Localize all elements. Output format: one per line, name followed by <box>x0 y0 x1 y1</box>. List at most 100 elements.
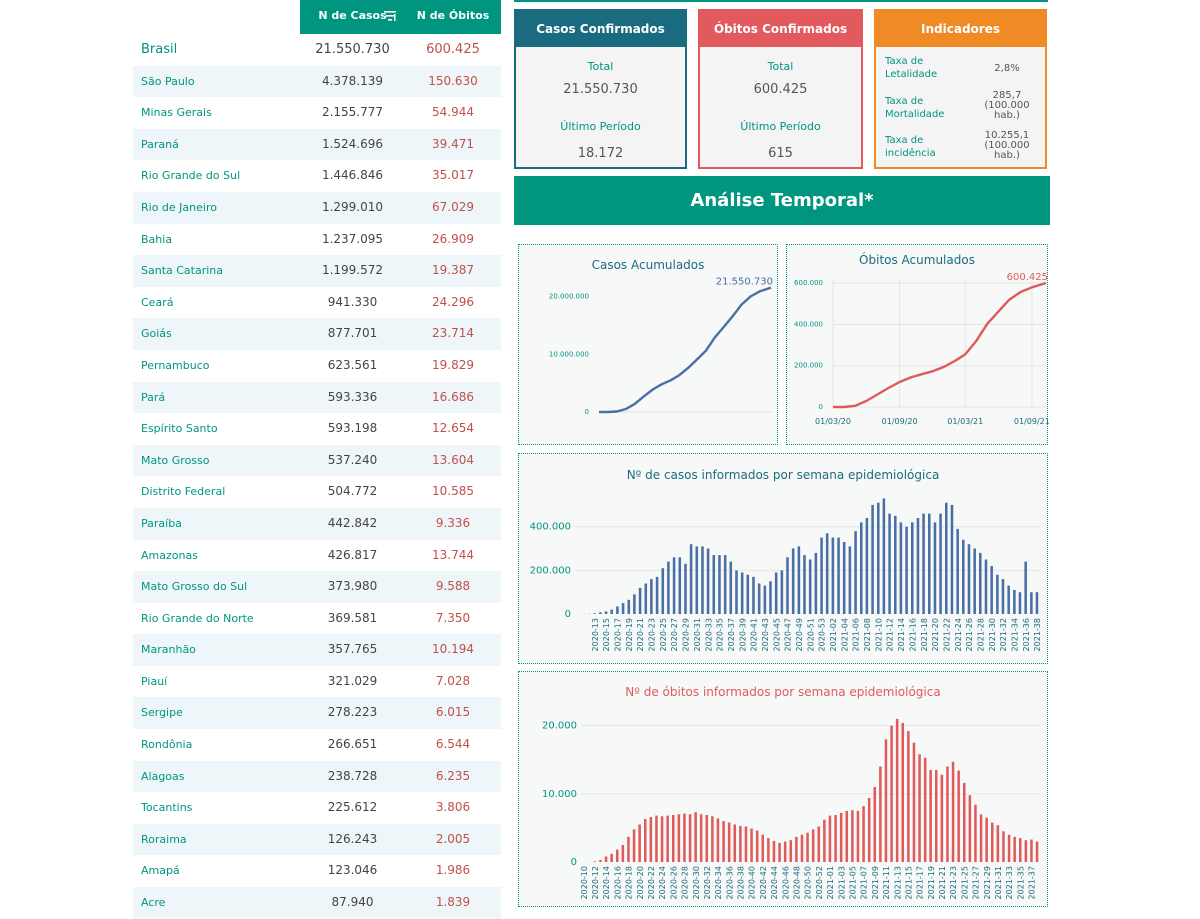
bar <box>756 831 759 862</box>
x-tick-label: 2021-03 <box>837 866 846 899</box>
bar <box>834 815 837 862</box>
col-header-deaths[interactable]: N de Óbitos <box>405 0 501 34</box>
bar <box>724 555 727 614</box>
indicator-mortality-value: 285,7 (100.000 hab.) <box>971 91 1043 121</box>
state-cases: 238.728 <box>300 761 405 792</box>
x-tick-label: 2020-38 <box>737 866 746 899</box>
indicators-card-title: Indicadores <box>876 11 1045 47</box>
state-deaths: 10.585 <box>405 476 501 507</box>
x-tick-label: 2020-31 <box>693 618 702 651</box>
bar <box>628 600 631 614</box>
x-tick-label: 2021-11 <box>882 866 891 899</box>
x-tick-label: 2020-37 <box>727 618 736 651</box>
bar <box>969 795 972 862</box>
bar <box>798 546 801 614</box>
bar <box>857 811 860 862</box>
bar <box>633 829 636 862</box>
bar <box>928 514 931 614</box>
state-name: Maranhão <box>141 634 196 665</box>
bar <box>888 514 891 614</box>
x-tick-label: 2020-30 <box>692 866 701 899</box>
x-tick-label: 01/03/20 <box>815 417 851 426</box>
y-tick-label: 0 <box>585 408 589 416</box>
state-deaths: 13.604 <box>405 445 501 476</box>
state-deaths: 67.029 <box>405 192 501 223</box>
deaths-period-label: Último Período <box>700 120 861 133</box>
x-tick-label: 2020-53 <box>818 618 827 651</box>
bar <box>701 546 704 614</box>
bar <box>622 603 625 614</box>
bar <box>860 522 863 614</box>
bar <box>593 613 596 614</box>
bar <box>918 754 921 862</box>
cases-total-label: Total <box>516 60 685 73</box>
bar <box>599 860 602 862</box>
bar <box>773 841 776 862</box>
bar <box>883 498 886 614</box>
bar <box>924 758 927 862</box>
bar <box>1013 837 1016 862</box>
state-name: Goiás <box>141 318 172 349</box>
state-cases: 1.199.572 <box>300 255 405 286</box>
bar <box>730 562 733 614</box>
x-tick-label: 2021-26 <box>965 618 974 651</box>
x-tick-label: 2020-51 <box>806 618 815 651</box>
deaths-total-label: Total <box>700 60 861 73</box>
x-tick-label: 2020-10 <box>580 866 589 899</box>
state-cases: 4.378.139 <box>300 66 405 97</box>
state-deaths: 13.744 <box>405 540 501 571</box>
state-deaths: 7.350 <box>405 603 501 634</box>
bar <box>1030 840 1033 863</box>
bar <box>929 770 932 862</box>
state-cases: 593.198 <box>300 413 405 444</box>
x-tick-label: 2021-12 <box>886 618 895 651</box>
state-cases: 1.446.846 <box>300 160 405 191</box>
bar <box>941 775 944 862</box>
y-tick-label: 400.000 <box>794 320 823 328</box>
state-name: Rio Grande do Sul <box>141 160 240 191</box>
x-tick-label: 2020-19 <box>625 618 634 651</box>
x-tick-label: 2020-44 <box>770 866 779 899</box>
state-cases: 123.046 <box>300 855 405 886</box>
x-tick-label: 2020-40 <box>748 866 757 899</box>
bar <box>594 861 597 862</box>
x-tick-label: 2021-19 <box>927 866 936 899</box>
bar <box>890 726 893 862</box>
sort-icon[interactable] <box>383 9 397 23</box>
end-value-label: 21.550.730 <box>716 277 773 288</box>
x-tick-label: 2021-10 <box>874 618 883 651</box>
x-tick-label: 2021-20 <box>931 618 940 651</box>
